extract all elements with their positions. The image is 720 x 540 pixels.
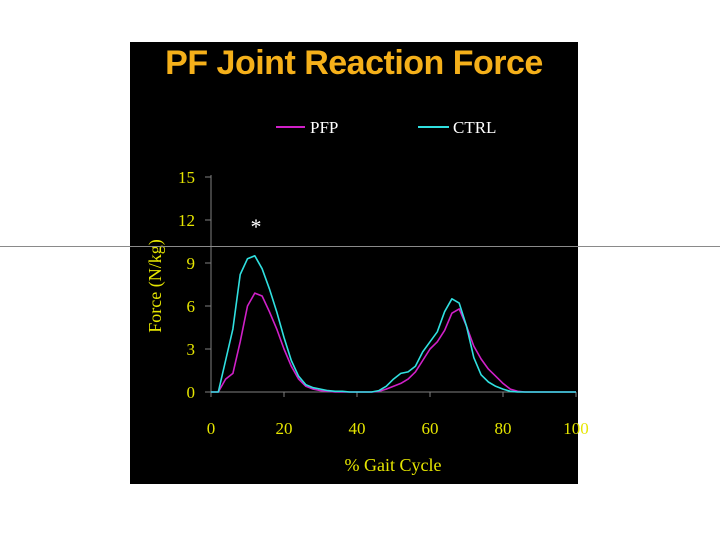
y-tick-label: 12 xyxy=(178,211,195,230)
chart-slide: PF Joint Reaction Force xyxy=(130,42,578,484)
x-tick-label: 0 xyxy=(207,419,216,438)
y-tick-label: 3 xyxy=(187,340,196,359)
x-axis-label: % Gait Cycle xyxy=(345,455,442,475)
y-tick-label: 0 xyxy=(187,383,196,402)
slide-title: PF Joint Reaction Force xyxy=(165,44,543,82)
x-tick-label: 100 xyxy=(563,419,589,438)
x-tick-label: 20 xyxy=(276,419,293,438)
y-tick-label: 15 xyxy=(178,168,195,187)
x-tick-label: 80 xyxy=(495,419,512,438)
significance-annotation: * xyxy=(251,214,262,239)
series-line-pfp xyxy=(211,292,576,393)
chart-axes: 0 3 6 9 12 15 0 20 40 60 80 100 xyxy=(178,168,589,438)
y-tick-label: 6 xyxy=(187,297,196,316)
chart-series xyxy=(211,255,576,393)
legend-label-pfp: PFP xyxy=(310,118,338,137)
x-tick-label: 60 xyxy=(422,419,439,438)
chart-legend: PFP CTRL xyxy=(276,118,496,137)
x-tick-label: 40 xyxy=(349,419,366,438)
divider-line xyxy=(0,246,720,247)
series-line-ctrl xyxy=(211,255,576,393)
y-axis-label: Force (N/kg) xyxy=(145,239,166,332)
legend-label-ctrl: CTRL xyxy=(453,118,496,137)
y-tick-label: 9 xyxy=(187,254,196,273)
